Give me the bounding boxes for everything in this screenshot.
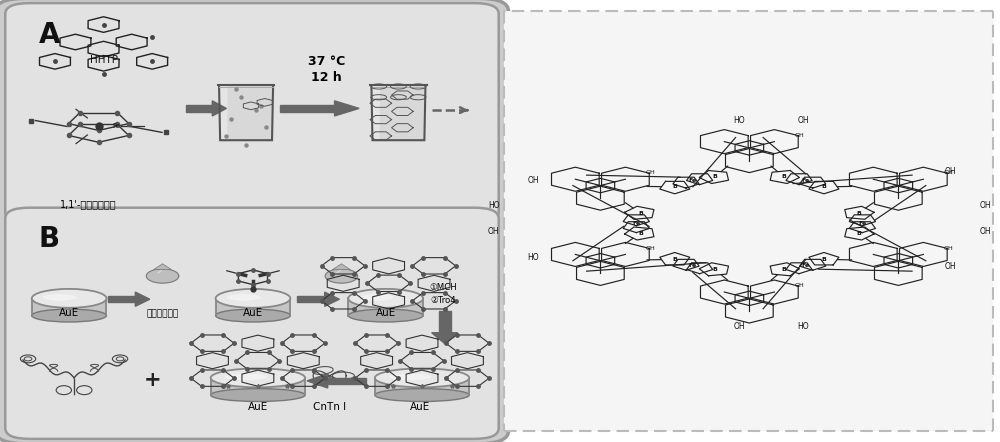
Text: OH: OH	[527, 175, 539, 185]
Ellipse shape	[216, 309, 290, 322]
Text: AuE: AuE	[248, 402, 268, 412]
Polygon shape	[375, 378, 469, 395]
Ellipse shape	[43, 294, 77, 301]
Polygon shape	[211, 378, 305, 395]
Text: B: B	[638, 210, 643, 216]
Text: OH: OH	[646, 171, 655, 175]
Text: HO: HO	[488, 202, 500, 210]
Polygon shape	[219, 85, 273, 140]
Text: OH: OH	[795, 283, 804, 288]
Text: Fe: Fe	[112, 123, 120, 130]
Text: Fe: Fe	[632, 221, 640, 226]
Text: Fe: Fe	[858, 221, 867, 226]
Polygon shape	[333, 264, 350, 270]
Ellipse shape	[211, 389, 305, 401]
Text: B: B	[821, 257, 826, 262]
Ellipse shape	[348, 289, 423, 308]
Polygon shape	[219, 85, 228, 140]
Text: OH: OH	[795, 133, 804, 138]
Polygon shape	[307, 374, 328, 388]
Polygon shape	[186, 105, 212, 112]
Polygon shape	[212, 101, 226, 116]
Text: B: B	[781, 174, 786, 179]
Text: OH: OH	[646, 246, 655, 251]
Text: 对巯基苯硼酸: 对巯基苯硼酸	[146, 309, 179, 318]
Ellipse shape	[32, 289, 106, 308]
Polygon shape	[154, 264, 171, 270]
Polygon shape	[371, 85, 425, 140]
Text: HO: HO	[734, 115, 745, 125]
Text: AuE: AuE	[243, 309, 263, 318]
Text: Fe: Fe	[689, 178, 697, 183]
Ellipse shape	[227, 294, 260, 301]
Text: OH: OH	[488, 227, 500, 236]
Polygon shape	[297, 296, 325, 302]
Text: +: +	[144, 370, 162, 390]
Ellipse shape	[348, 309, 423, 322]
Polygon shape	[32, 298, 106, 316]
Polygon shape	[146, 269, 179, 283]
Text: B: B	[856, 210, 861, 216]
Text: ②Tro4: ②Tro4	[431, 296, 457, 305]
Polygon shape	[348, 298, 423, 316]
Text: OH: OH	[734, 322, 745, 331]
Text: B: B	[39, 225, 60, 253]
Text: OH: OH	[798, 115, 809, 125]
Text: CnTn I: CnTn I	[313, 402, 346, 412]
Ellipse shape	[225, 373, 267, 380]
Text: B: B	[672, 257, 677, 262]
Text: AuE: AuE	[59, 309, 79, 318]
Polygon shape	[371, 85, 380, 140]
Text: AuE: AuE	[410, 402, 430, 412]
Text: OH: OH	[943, 171, 953, 175]
Polygon shape	[135, 292, 150, 306]
Text: Fe: Fe	[802, 263, 810, 268]
Text: B: B	[712, 267, 717, 272]
Ellipse shape	[360, 294, 393, 301]
Text: OH: OH	[979, 227, 991, 236]
Text: HO: HO	[527, 253, 539, 262]
FancyBboxPatch shape	[5, 208, 499, 439]
Polygon shape	[439, 311, 451, 333]
FancyBboxPatch shape	[5, 3, 499, 223]
Text: 12 h: 12 h	[311, 71, 342, 84]
Text: B: B	[781, 267, 786, 272]
Text: OH: OH	[943, 246, 953, 251]
Text: AuE: AuE	[376, 309, 396, 318]
Text: Fe: Fe	[802, 178, 810, 183]
Text: OH: OH	[945, 167, 957, 176]
Ellipse shape	[216, 289, 290, 308]
Polygon shape	[432, 333, 458, 343]
Text: ①MCH: ①MCH	[430, 283, 458, 292]
Ellipse shape	[375, 368, 469, 387]
Polygon shape	[280, 105, 335, 112]
Text: OH: OH	[979, 202, 991, 210]
Polygon shape	[328, 377, 366, 384]
Text: Fe: Fe	[689, 263, 697, 268]
Text: B: B	[712, 174, 717, 179]
Text: B: B	[672, 184, 677, 190]
Polygon shape	[108, 296, 135, 302]
Ellipse shape	[32, 309, 106, 322]
FancyBboxPatch shape	[0, 0, 509, 442]
Ellipse shape	[389, 373, 431, 380]
Ellipse shape	[211, 368, 305, 387]
Text: HO: HO	[798, 322, 809, 331]
Text: 1,1'-二硼酸二茂铁: 1,1'-二硼酸二茂铁	[60, 200, 116, 210]
Text: A: A	[39, 21, 60, 49]
Text: B: B	[638, 231, 643, 236]
Text: B: B	[856, 231, 861, 236]
Ellipse shape	[375, 389, 469, 401]
Polygon shape	[325, 292, 339, 306]
Text: 37 °C: 37 °C	[308, 56, 345, 69]
Polygon shape	[335, 101, 359, 116]
Polygon shape	[325, 269, 358, 283]
Polygon shape	[216, 298, 290, 316]
Text: B: B	[821, 184, 826, 190]
Text: HHTP: HHTP	[90, 55, 118, 65]
Text: OH: OH	[945, 262, 957, 271]
Polygon shape	[504, 11, 993, 431]
